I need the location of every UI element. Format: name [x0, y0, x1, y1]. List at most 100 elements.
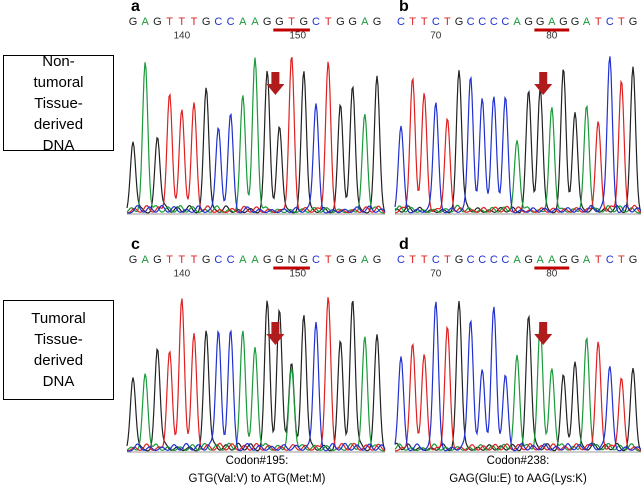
base-letter: C: [467, 254, 475, 266]
trace: [394, 300, 641, 452]
trace: [126, 57, 386, 214]
mutation-arrow: [266, 322, 285, 345]
trace: [126, 297, 386, 452]
base-letter: T: [444, 16, 451, 28]
base-letter: G: [129, 16, 138, 28]
base-letter: G: [373, 254, 382, 266]
base-letter: C: [432, 16, 440, 28]
trace: [127, 321, 386, 452]
base-letter: G: [348, 254, 357, 266]
base-letter: G: [263, 16, 272, 28]
base-letter: C: [397, 16, 405, 28]
mutation-arrow: [266, 72, 285, 95]
trace: [395, 325, 641, 452]
base-letter: G: [263, 254, 272, 266]
base-letter: T: [178, 16, 185, 28]
base-letter: A: [583, 16, 591, 28]
base-letter: T: [421, 16, 428, 28]
position-label: 150: [289, 31, 306, 42]
trace: [126, 57, 385, 214]
panel-letter: c: [131, 236, 140, 253]
base-letter: G: [275, 254, 284, 266]
base-letter: G: [202, 254, 211, 266]
base-letter: T: [191, 254, 198, 266]
trace: [126, 330, 385, 452]
base-letter: G: [336, 16, 345, 28]
position-label: 150: [289, 269, 306, 280]
base-letter: T: [595, 254, 602, 266]
base-letter: G: [455, 16, 464, 28]
caption-change: GTG(Val:V) to ATG(Met:M): [188, 473, 326, 485]
base-letter: C: [397, 254, 405, 266]
base-letter: A: [142, 254, 150, 266]
base-letter: T: [288, 16, 295, 28]
base-letter: G: [536, 16, 545, 28]
base-letter: A: [251, 254, 259, 266]
mutation-arrow: [534, 322, 553, 345]
base-letter: C: [606, 254, 614, 266]
base-letter: G: [348, 16, 357, 28]
base-letter: C: [478, 16, 486, 28]
base-letter: A: [142, 16, 150, 28]
base-letter: T: [409, 254, 416, 266]
trace: [394, 301, 641, 452]
base-letter: C: [227, 254, 235, 266]
base-letter: C: [214, 254, 222, 266]
base-letter: T: [178, 254, 185, 266]
base-letter: N: [288, 254, 296, 266]
caption-codon: Codon#195:: [225, 455, 289, 467]
base-letter: A: [361, 254, 369, 266]
base-letter: A: [361, 16, 369, 28]
base-letter: C: [312, 16, 320, 28]
base-letter: T: [166, 254, 173, 266]
base-letter: T: [325, 254, 332, 266]
base-letter: C: [490, 254, 498, 266]
base-letter: T: [444, 254, 451, 266]
base-letter: A: [251, 16, 259, 28]
base-letter: G: [336, 254, 345, 266]
caption-change: GAG(Glu:E) to AAG(Lys:K): [449, 473, 587, 485]
base-letter: C: [227, 16, 235, 28]
base-letter: C: [312, 254, 320, 266]
trace: [394, 77, 641, 214]
base-letter: C: [478, 254, 486, 266]
base-letter: T: [409, 16, 416, 28]
row-label: Non-tumoral Tissue-derived DNA: [3, 53, 114, 154]
caption: Codon#238: GAG(Glu:E) to AAG(Lys:K): [398, 455, 638, 485]
base-letter: A: [548, 254, 556, 266]
position-label: 140: [173, 31, 190, 42]
base-letter: G: [629, 254, 638, 266]
row-label-text: Tumoral Tissue-derived DNA: [31, 310, 86, 390]
position-label: 70: [430, 269, 442, 280]
trace: [126, 70, 386, 214]
base-letter: A: [548, 16, 556, 28]
trace: [394, 56, 641, 214]
base-letter: C: [501, 16, 509, 28]
base-letter: G: [524, 254, 533, 266]
position-label: 80: [546, 269, 558, 280]
base-letter: G: [153, 254, 162, 266]
base-letter: A: [537, 254, 545, 266]
base-letter: A: [239, 254, 247, 266]
position-label: 140: [173, 269, 190, 280]
base-letter: C: [490, 16, 498, 28]
base-letter: G: [275, 16, 284, 28]
base-letter: G: [571, 16, 580, 28]
caption-codon: Codon#238:: [486, 455, 550, 467]
base-letter: T: [595, 16, 602, 28]
base-letter: T: [618, 254, 625, 266]
position-label: 80: [546, 31, 558, 42]
row-label: Tumoral Tissue-derived DNA: [3, 300, 114, 400]
base-letter: T: [191, 16, 198, 28]
base-letter: C: [432, 254, 440, 266]
base-letter: C: [467, 16, 475, 28]
base-letter: A: [583, 254, 591, 266]
base-letter: G: [129, 254, 138, 266]
base-letter: G: [373, 16, 382, 28]
trace: [127, 103, 386, 214]
base-letter: G: [559, 254, 568, 266]
mutation-arrow: [534, 72, 553, 95]
caption: Codon#195: GTG(Val:V) to ATG(Met:M): [137, 455, 377, 485]
